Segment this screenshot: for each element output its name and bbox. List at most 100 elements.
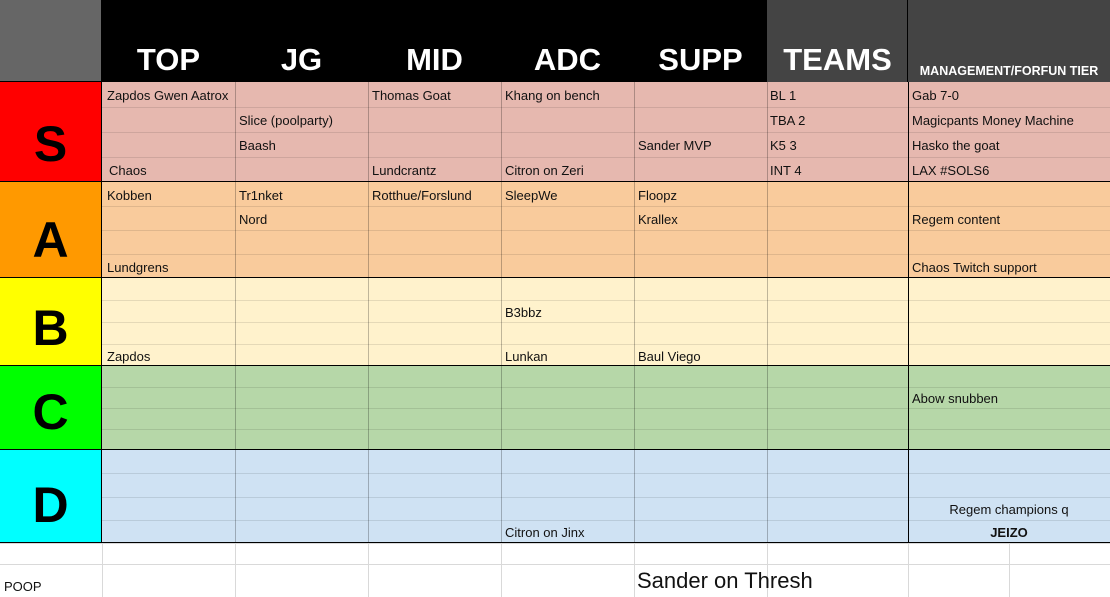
column-divider	[501, 278, 502, 366]
column-divider	[634, 450, 635, 543]
subrow-gridline	[102, 322, 1110, 323]
subrow-gridline	[102, 408, 1110, 409]
cell-s-top[interactable]: Chaos	[109, 163, 147, 178]
sander-on-thresh-label[interactable]: Sander on Thresh	[637, 568, 813, 593]
cell-s-adc[interactable]: Citron on Zeri	[505, 163, 584, 178]
header-divider	[907, 0, 908, 82]
tier-row-a	[102, 182, 1110, 278]
column-divider	[368, 366, 369, 450]
tier-label-s[interactable]: S	[0, 82, 102, 182]
footer-column-divider	[1009, 543, 1010, 597]
footer-column-divider	[634, 543, 635, 597]
cell-a-supp[interactable]: Krallex	[638, 212, 678, 227]
subrow-gridline	[102, 230, 1110, 231]
cell-s-mgmt[interactable]: LAX #SOLS6	[912, 163, 990, 178]
column-divider	[368, 450, 369, 543]
footer-column-divider	[235, 543, 236, 597]
subrow-gridline	[102, 107, 1110, 108]
column-divider	[501, 182, 502, 278]
subrow-gridline	[102, 520, 1110, 521]
subrow-gridline	[102, 473, 1110, 474]
footer-area	[0, 543, 1110, 597]
cell-s-mid[interactable]: Lundcrantz	[372, 163, 437, 178]
header-gray-band	[767, 0, 1110, 82]
column-divider	[634, 82, 635, 182]
cell-a-mid[interactable]: Rotthue/Forslund	[372, 188, 472, 203]
column-divider	[634, 182, 635, 278]
column-divider	[767, 450, 768, 543]
cell-s-top[interactable]: Zapdos Gwen Aatrox	[107, 88, 229, 103]
cell-a-top[interactable]: Lundgrens	[107, 260, 169, 275]
tier-row-s	[102, 82, 1110, 182]
cell-s-teams[interactable]: INT 4	[770, 163, 802, 178]
cell-b-adc[interactable]: B3bbz	[505, 305, 542, 320]
cell-s-mgmt[interactable]: Magicpants Money Machine	[912, 113, 1074, 128]
poop-label[interactable]: POOP	[4, 579, 42, 594]
cell-a-supp[interactable]: Floopz	[638, 188, 678, 203]
column-divider	[235, 278, 236, 366]
cell-s-jg[interactable]: Baash	[239, 138, 276, 153]
subrow-gridline	[102, 254, 1110, 255]
header-adc[interactable]: ADC	[533, 42, 602, 77]
column-divider	[501, 82, 502, 182]
footer-column-divider	[102, 543, 103, 597]
column-divider	[767, 82, 768, 182]
column-divider	[908, 366, 909, 450]
cell-s-adc[interactable]: Khang on bench	[505, 88, 600, 103]
cell-s-teams[interactable]: TBA 2	[770, 113, 806, 128]
column-divider	[767, 182, 768, 278]
cell-a-adc[interactable]: SleepWe	[505, 188, 558, 203]
column-divider	[634, 366, 635, 450]
footer-column-divider	[767, 543, 768, 597]
cell-d-mgmt[interactable]: Regem champions q	[949, 502, 1069, 517]
column-divider	[235, 450, 236, 543]
tier-label-b[interactable]: B	[0, 278, 102, 366]
cell-a-top[interactable]: Kobben	[107, 188, 152, 203]
cell-s-teams[interactable]: BL 1	[770, 88, 797, 103]
tier-label-d[interactable]: D	[0, 450, 102, 543]
header-corner-cell[interactable]	[0, 0, 102, 82]
column-divider	[908, 450, 909, 543]
subrow-gridline	[102, 387, 1110, 388]
subrow-gridline	[102, 300, 1110, 301]
tier-row-c	[102, 366, 1110, 450]
cell-d-mgmt[interactable]: JEIZO	[990, 525, 1028, 540]
footer-gridline	[0, 543, 1110, 544]
cell-b-supp[interactable]: Baul Viego	[638, 349, 701, 364]
column-divider	[368, 182, 369, 278]
tier-label-c[interactable]: C	[0, 366, 102, 450]
column-divider	[908, 182, 909, 278]
column-divider	[634, 278, 635, 366]
cell-a-jg[interactable]: Tr1nket	[239, 188, 283, 203]
subrow-gridline	[102, 132, 1110, 133]
header-black-band	[102, 0, 767, 82]
header-management[interactable]: MANAGEMENT/FORFUN TIER	[919, 64, 1099, 78]
cell-d-adc[interactable]: Citron on Jinx	[505, 525, 585, 540]
header-jg[interactable]: JG	[280, 42, 323, 77]
cell-b-top[interactable]: Zapdos	[107, 349, 151, 364]
cell-a-mgmt[interactable]: Chaos Twitch support	[912, 260, 1037, 275]
subrow-gridline	[102, 429, 1110, 430]
cell-b-adc[interactable]: Lunkan	[505, 349, 548, 364]
header-mid[interactable]: MID	[406, 42, 463, 77]
header-top[interactable]: TOP	[136, 42, 201, 77]
cell-s-mgmt[interactable]: Hasko the goat	[912, 138, 1000, 153]
cell-c-mgmt[interactable]: Abow snubben	[912, 391, 999, 406]
cell-s-mgmt[interactable]: Gab 7-0	[912, 88, 959, 103]
cell-s-supp[interactable]: Sander MVP	[638, 138, 712, 153]
cell-s-mid[interactable]: Thomas Goat	[372, 88, 451, 103]
tier-row-d	[102, 450, 1110, 543]
column-divider	[501, 366, 502, 450]
column-divider	[235, 82, 236, 182]
cell-a-mgmt[interactable]: Regem content	[912, 212, 1001, 227]
footer-column-divider	[501, 543, 502, 597]
cell-s-jg[interactable]: Slice (poolparty)	[239, 113, 333, 128]
column-divider	[908, 278, 909, 366]
cell-s-teams[interactable]: K5 3	[770, 138, 797, 153]
column-divider	[368, 278, 369, 366]
header-supp[interactable]: SUPP	[658, 42, 743, 77]
cell-a-jg[interactable]: Nord	[239, 212, 268, 227]
tier-label-a[interactable]: A	[0, 182, 102, 278]
header-teams[interactable]: TEAMS	[783, 42, 892, 77]
